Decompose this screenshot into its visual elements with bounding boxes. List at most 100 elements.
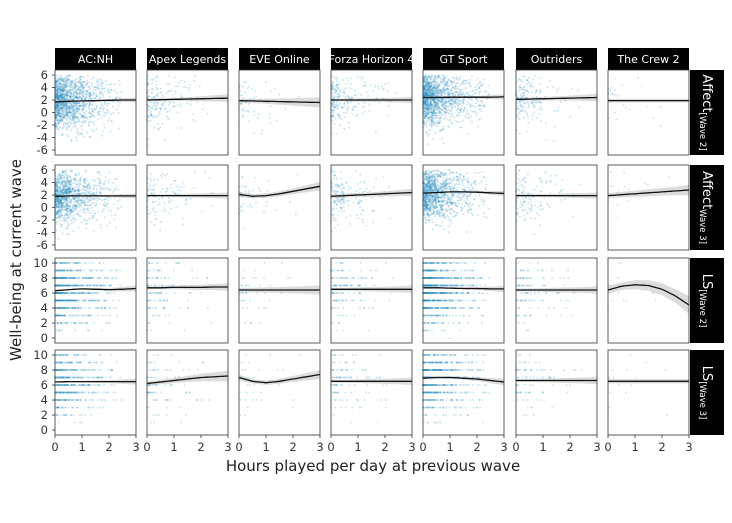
data-point: [86, 82, 89, 85]
data-point: [55, 183, 58, 186]
data-point: [59, 81, 62, 84]
data-point: [423, 124, 426, 127]
data-point: [154, 80, 157, 83]
data-point: [527, 77, 530, 79]
data-point: [60, 95, 63, 98]
data-point: [77, 206, 80, 209]
data-point: [100, 105, 103, 108]
data-point: [56, 114, 59, 117]
data-point: [73, 114, 76, 117]
data-point: [539, 101, 542, 104]
data-point: [446, 93, 449, 96]
data-point: [93, 85, 96, 88]
data-point: [193, 75, 196, 78]
data-point: [56, 200, 59, 203]
data-point: [75, 199, 78, 202]
data-point: [453, 176, 455, 179]
data-point: [155, 217, 157, 220]
data-point: [63, 173, 66, 176]
data-point: [89, 189, 92, 192]
data-point: [440, 108, 443, 111]
data-point: [77, 77, 80, 80]
data-point: [55, 79, 58, 82]
data-point: [62, 181, 65, 184]
data-point: [84, 105, 87, 108]
data-point: [159, 107, 162, 110]
data-point: [441, 113, 444, 115]
data-point: [92, 185, 95, 188]
data-point: [608, 87, 611, 90]
data-point: [430, 101, 433, 104]
data-point: [99, 96, 102, 99]
data-point: [82, 108, 85, 111]
data-point: [269, 121, 272, 124]
data-point: [189, 103, 192, 106]
data-point: [99, 173, 102, 176]
column-label-forza-horizon-4: Forza Horizon 4: [329, 53, 415, 66]
data-point: [616, 95, 619, 97]
data-point: [56, 109, 59, 111]
data-point: [247, 205, 250, 208]
data-point: [100, 210, 103, 213]
data-point: [557, 106, 560, 109]
data-point: [96, 81, 99, 84]
data-point: [59, 88, 62, 91]
data-point: [63, 104, 66, 107]
data-point: [98, 79, 101, 82]
data-point: [94, 97, 97, 100]
data-point: [150, 78, 153, 81]
data-point: [65, 181, 67, 184]
data-point: [333, 177, 336, 180]
data-point: [115, 91, 118, 94]
data-point: [333, 85, 336, 88]
data-point: [103, 203, 106, 206]
data-point: [168, 83, 171, 86]
data-point: [61, 133, 64, 136]
data-point: [93, 115, 96, 118]
data-point: [389, 217, 392, 220]
data-point: [62, 102, 65, 105]
data-point: [61, 119, 64, 122]
data-point: [250, 206, 253, 208]
data-point: [72, 117, 75, 120]
data-point: [92, 109, 95, 112]
data-point: [549, 79, 552, 82]
data-point: [75, 92, 78, 95]
data-point: [57, 112, 60, 115]
data-point: [529, 83, 532, 86]
data-point: [62, 111, 65, 114]
data-point: [65, 197, 68, 200]
data-point: [103, 208, 105, 210]
data-point: [248, 120, 251, 122]
data-point: [180, 186, 182, 189]
data-point: [424, 95, 427, 98]
data-point: [67, 106, 70, 109]
data-point: [204, 170, 207, 173]
data-point: [433, 99, 435, 101]
data-point: [465, 201, 467, 204]
data-point: [99, 113, 102, 116]
data-point: [526, 83, 529, 86]
data-point: [86, 118, 89, 121]
data-point: [334, 170, 337, 173]
data-point: [100, 81, 103, 84]
data-point: [93, 123, 96, 126]
data-point: [70, 102, 73, 105]
data-point: [72, 105, 75, 108]
data-point: [113, 83, 116, 86]
data-point: [79, 75, 82, 78]
data-point: [447, 126, 450, 129]
data-point: [359, 76, 362, 79]
data-point: [64, 97, 66, 100]
data-point: [61, 133, 64, 136]
data-point: [99, 78, 102, 81]
data-point: [86, 90, 89, 93]
data-point: [331, 102, 334, 105]
data-point: [64, 169, 67, 172]
data-point: [429, 117, 432, 120]
data-point: [382, 88, 385, 90]
data-point: [150, 91, 153, 94]
points: [54, 74, 122, 151]
data-point: [73, 92, 75, 95]
data-point: [99, 180, 102, 183]
